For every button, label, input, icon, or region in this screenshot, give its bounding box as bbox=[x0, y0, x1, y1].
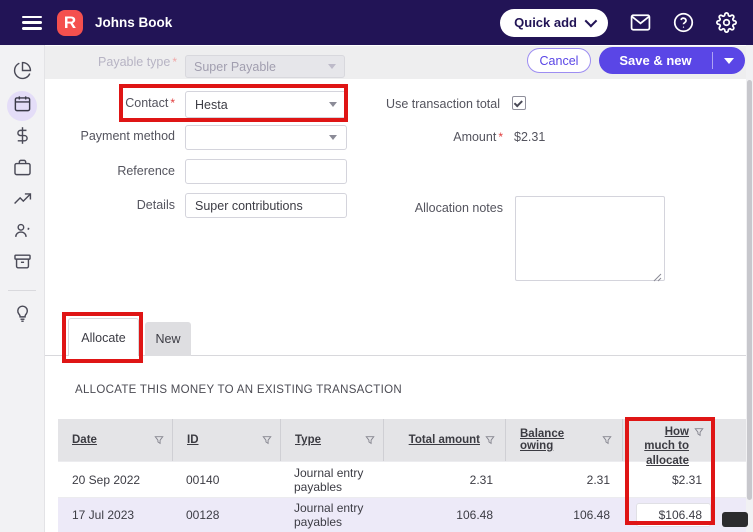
sidebar-item-reports[interactable] bbox=[7, 187, 37, 217]
allocation-notes-textarea[interactable] bbox=[515, 196, 665, 281]
save-and-new-button[interactable]: Save & new bbox=[599, 47, 745, 74]
lightbulb-icon bbox=[13, 303, 32, 327]
save-and-new-label: Save & new bbox=[619, 53, 692, 68]
chevron-down-icon bbox=[328, 64, 336, 69]
calendar-icon bbox=[13, 94, 32, 118]
tab-allocate[interactable]: Allocate bbox=[68, 318, 139, 356]
chevron-down-icon bbox=[724, 57, 734, 64]
top-bar: R Johns Book Quick add bbox=[0, 0, 753, 45]
amount-label: Amount * bbox=[453, 130, 503, 144]
contact-label: Contact * bbox=[125, 96, 175, 110]
left-sidebar bbox=[0, 45, 45, 532]
required-asterisk: * bbox=[170, 96, 175, 110]
sidebar-item-money[interactable] bbox=[7, 123, 37, 153]
sidebar-item-contacts[interactable] bbox=[7, 218, 37, 248]
dollar-icon bbox=[13, 126, 32, 150]
company-name: Johns Book bbox=[95, 15, 173, 30]
payable-type-select[interactable]: Super Payable bbox=[185, 55, 345, 78]
contacts-icon bbox=[13, 221, 32, 245]
checkmark-icon bbox=[513, 97, 523, 107]
cell-date: 20 Sep 2022 bbox=[72, 472, 141, 487]
reference-label: Reference bbox=[117, 164, 175, 178]
column-header-id[interactable]: ID bbox=[172, 419, 280, 461]
allocate-amount-input[interactable]: $106.48 bbox=[636, 503, 711, 527]
funnel-icon[interactable] bbox=[365, 435, 375, 445]
column-header-how-much-to-allocate[interactable]: How much to allocate bbox=[622, 419, 714, 467]
quick-add-button[interactable]: Quick add bbox=[500, 8, 608, 37]
cell-total-amount: 2.31 bbox=[469, 472, 493, 487]
details-input[interactable] bbox=[185, 193, 347, 218]
button-divider bbox=[712, 52, 713, 69]
chevron-down-icon bbox=[329, 102, 337, 107]
cell-date: 17 Jul 2023 bbox=[72, 508, 135, 522]
sidebar-item-insights[interactable] bbox=[7, 300, 37, 330]
column-header-filler bbox=[714, 419, 746, 461]
details-label: Details bbox=[136, 198, 175, 212]
pie-chart-icon bbox=[13, 61, 32, 85]
app-logo[interactable]: R bbox=[57, 9, 83, 36]
sidebar-item-business[interactable] bbox=[7, 155, 37, 185]
allocation-notes-label: Allocation notes bbox=[414, 201, 503, 215]
cell-how-much-to-allocate: $106.48 bbox=[622, 498, 714, 532]
save-options-dropdown[interactable] bbox=[713, 57, 745, 64]
sticky-header-band: Payable type * Super Payable Cancel Save … bbox=[45, 46, 746, 79]
column-header-balance-owing[interactable]: Balance owing bbox=[505, 419, 622, 461]
cell-total-amount: 106.48 bbox=[456, 508, 493, 522]
cell-id: 00128 bbox=[186, 508, 220, 522]
dark-handle bbox=[722, 512, 748, 527]
payable-type-label: Payable type * bbox=[98, 55, 177, 69]
cell-type: Journal entry payables bbox=[294, 465, 364, 494]
hamburger-icon[interactable] bbox=[22, 15, 42, 30]
chevron-down-icon bbox=[584, 14, 598, 28]
funnel-icon[interactable] bbox=[262, 435, 272, 445]
archive-icon bbox=[13, 252, 32, 276]
table-header-row: Date ID Type Total amount Balance owing … bbox=[58, 419, 746, 467]
cell-id: 00140 bbox=[186, 472, 220, 487]
table-row[interactable]: 17 Jul 2023 00128 Journal entry payables… bbox=[58, 497, 746, 532]
cell-balance-owing: 106.48 bbox=[573, 508, 610, 522]
help-icon[interactable] bbox=[673, 12, 694, 33]
column-header-type[interactable]: Type bbox=[280, 419, 383, 461]
quick-add-label: Quick add bbox=[514, 15, 577, 30]
use-transaction-total-checkbox[interactable] bbox=[512, 96, 526, 110]
amount-value: $2.31 bbox=[514, 130, 546, 144]
cell-filler bbox=[714, 462, 746, 497]
cell-type: Journal entry payables bbox=[294, 501, 364, 529]
table-row[interactable]: 20 Sep 2022 00140 Journal entry payables… bbox=[58, 461, 746, 497]
mail-icon[interactable] bbox=[630, 14, 651, 31]
logo-letter: R bbox=[63, 12, 77, 32]
use-transaction-total-label: Use transaction total bbox=[386, 97, 500, 111]
payment-method-label: Payment method bbox=[80, 129, 176, 143]
payment-method-select[interactable] bbox=[185, 125, 347, 150]
cancel-button[interactable]: Cancel bbox=[527, 48, 591, 73]
cell-how-much-to-allocate[interactable]: $2.31 bbox=[671, 472, 702, 487]
funnel-icon[interactable] bbox=[602, 435, 612, 445]
funnel-icon[interactable] bbox=[485, 435, 495, 445]
contact-select[interactable]: Hesta bbox=[185, 91, 347, 118]
sidebar-item-payroll[interactable] bbox=[7, 249, 37, 279]
sidebar-divider bbox=[8, 290, 36, 291]
tabs-divider bbox=[45, 355, 746, 356]
required-asterisk: * bbox=[498, 130, 503, 144]
section-heading: ALLOCATE THIS MONEY TO AN EXISTING TRANS… bbox=[75, 384, 402, 396]
cell-balance-owing: 2.31 bbox=[586, 472, 610, 487]
scrollbar-thumb[interactable] bbox=[747, 80, 752, 500]
vertical-scrollbar[interactable] bbox=[746, 45, 753, 532]
sidebar-item-day-to-day[interactable] bbox=[7, 91, 37, 121]
column-header-total-amount[interactable]: Total amount bbox=[383, 419, 505, 461]
trending-up-icon bbox=[13, 190, 32, 214]
chevron-down-icon bbox=[329, 135, 337, 140]
funnel-icon[interactable] bbox=[694, 427, 704, 437]
gear-icon[interactable] bbox=[716, 12, 737, 33]
column-header-date[interactable]: Date bbox=[58, 419, 172, 461]
sidebar-item-dashboard[interactable] bbox=[7, 58, 37, 88]
main-content: Payable type * Super Payable Cancel Save … bbox=[45, 45, 746, 532]
tab-new[interactable]: New bbox=[145, 322, 191, 356]
allocation-table: Date ID Type Total amount Balance owing … bbox=[58, 419, 746, 532]
required-asterisk: * bbox=[172, 55, 177, 69]
reference-input[interactable] bbox=[185, 159, 347, 184]
briefcase-icon bbox=[13, 158, 32, 182]
funnel-icon[interactable] bbox=[154, 435, 164, 445]
